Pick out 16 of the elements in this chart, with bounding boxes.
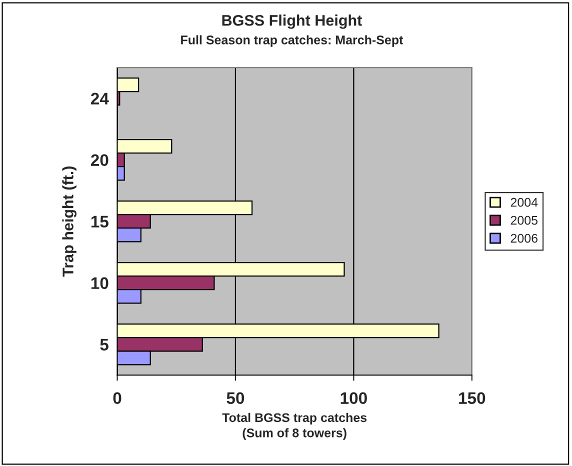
x-tick-label: 0 — [113, 392, 122, 404]
legend-label: 2005 — [510, 216, 538, 225]
x-tick-label: 100 — [340, 392, 367, 404]
legend-label: 2004 — [510, 198, 538, 207]
x-tick-label: 150 — [459, 392, 486, 404]
y-axis-title: Trap height (ft.) — [62, 166, 76, 277]
y-tick-label: 15 — [91, 216, 108, 228]
x-tick-label: 50 — [226, 392, 244, 404]
y-tick-label: 5 — [100, 338, 108, 351]
y-tick-label: 10 — [91, 277, 108, 290]
legend-label: 2006 — [510, 234, 538, 243]
y-tick-label: 24 — [90, 92, 109, 104]
x-axis-title: Total BGSS trap catches (Sum of 8 towers) — [222, 412, 367, 440]
y-tick-label: 20 — [90, 154, 108, 166]
chart-subtitle: Full Season trap catches: March-Sept — [181, 35, 404, 47]
chart-title: BGSS Flight Height — [222, 14, 362, 29]
